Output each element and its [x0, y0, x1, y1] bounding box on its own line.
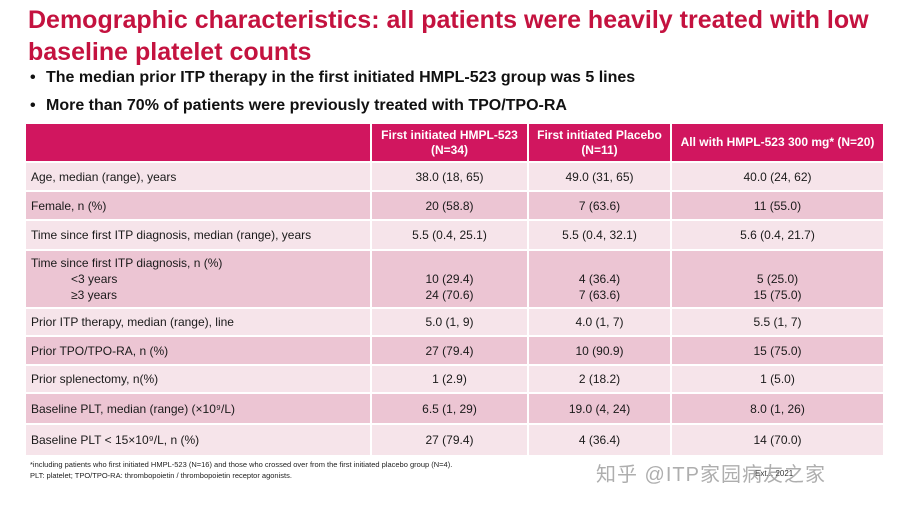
- cell-placebo: 49.0 (31, 65): [527, 161, 671, 191]
- row-label: Prior ITP therapy, median (range), line: [26, 307, 371, 336]
- row-label: Prior TPO/TPO-RA, n (%): [26, 335, 371, 365]
- footnote: PLT: platelet; TPO/TPO-RA: thrombopoieti…: [30, 471, 292, 480]
- sub-label-ge3: ≥3 years: [71, 288, 117, 302]
- cell-all: 11 (55.0): [670, 190, 883, 220]
- cell-ge3: 7 (63.6): [578, 288, 621, 302]
- cell-all: 5.6 (0.4, 21.7): [670, 219, 883, 250]
- bullet-dot-icon: •: [30, 69, 36, 86]
- zhihu-watermark: 知乎 @ITP家园病友之家: [596, 464, 826, 486]
- header-hmpl523: First initiated HMPL-523 (N=34): [370, 124, 528, 162]
- cell-hmpl523: 5.0 (1, 9): [370, 307, 528, 336]
- cell-hmpl523: 38.0 (18, 65): [370, 161, 528, 191]
- table-row: Baseline PLT < 15×10⁹/L, n (%) 27 (79.4)…: [26, 423, 883, 455]
- cell-lt3: 4 (36.4): [578, 272, 621, 286]
- table-row: Female, n (%) 20 (58.8) 7 (63.6) 11 (55.…: [26, 190, 883, 220]
- cell-hmpl523: 1 (2.9): [370, 364, 528, 393]
- table-row: Prior ITP therapy, median (range), line …: [26, 307, 883, 336]
- row-label: Prior splenectomy, n(%): [26, 364, 371, 393]
- table-row: Time since first ITP diagnosis, n (%) <3…: [26, 249, 883, 308]
- cell-placebo: 4 (36.4) 7 (63.6): [527, 249, 671, 308]
- cell-lt3: 5 (25.0): [756, 272, 799, 286]
- row-label: Age, median (range), years: [26, 161, 371, 191]
- table-row: Prior splenectomy, n(%) 1 (2.9) 2 (18.2)…: [26, 364, 883, 393]
- bullet-item: • The median prior ITP therapy in the fir…: [30, 68, 890, 96]
- row-label: Time since first ITP diagnosis, n (%): [31, 256, 223, 270]
- cell-all: 40.0 (24, 62): [670, 161, 883, 191]
- cell-placebo: 5.5 (0.4, 32.1): [527, 219, 671, 250]
- cell-all: 1 (5.0): [670, 364, 883, 393]
- table-row: Time since first ITP diagnosis, median (…: [26, 219, 883, 250]
- cell-placebo: 7 (63.6): [527, 190, 671, 220]
- bullet-dot-icon: •: [30, 97, 36, 114]
- cell-ge3: 24 (70.6): [425, 288, 474, 302]
- cell-placebo: 4.0 (1, 7): [527, 307, 671, 336]
- table-header-row: First initiated HMPL-523 (N=34) First in…: [26, 124, 883, 162]
- table-row: Age, median (range), years 38.0 (18, 65)…: [26, 161, 883, 191]
- cell-hmpl523: 27 (79.4): [370, 335, 528, 365]
- cell-placebo: 19.0 (4, 24): [527, 392, 671, 424]
- cell-hmpl523: 20 (58.8): [370, 190, 528, 220]
- table-row: Baseline PLT, median (range) (×10⁹/L) 6.…: [26, 392, 883, 424]
- demographics-table: First initiated HMPL-523 (N=34) First in…: [26, 124, 883, 455]
- footnote: *including patients who first initiated …: [30, 460, 453, 469]
- footnotes: *including patients who first initiated …: [30, 459, 630, 481]
- cell-ge3: 15 (75.0): [753, 288, 802, 302]
- header-placebo: First initiated Placebo (N=11): [527, 124, 671, 162]
- bullet-list: • The median prior ITP therapy in the fir…: [30, 68, 890, 124]
- cell-placebo: 10 (90.9): [527, 335, 671, 365]
- row-label: Baseline PLT, median (range) (×10⁹/L): [26, 392, 371, 424]
- cell-all: 8.0 (1, 26): [670, 392, 883, 424]
- cell-all: 15 (75.0): [670, 335, 883, 365]
- cell-hmpl523: 27 (79.4): [370, 423, 528, 455]
- cell-all: 5 (25.0) 15 (75.0): [670, 249, 883, 308]
- row-label-group: Time since first ITP diagnosis, n (%) <3…: [26, 249, 371, 308]
- cell-all: 14 (70.0): [670, 423, 883, 455]
- cell-hmpl523: 5.5 (0.4, 25.1): [370, 219, 528, 250]
- cell-all: 5.5 (1, 7): [670, 307, 883, 336]
- bullet-text: The median prior ITP therapy in the firs…: [46, 69, 636, 86]
- sub-label-lt3: <3 years: [71, 272, 118, 286]
- bullet-item: • More than 70% of patients were previous…: [30, 96, 890, 124]
- bullet-text: More than 70% of patients were previousl…: [46, 97, 567, 114]
- cell-hmpl523: 10 (29.4) 24 (70.6): [370, 249, 528, 308]
- header-blank: [26, 124, 371, 162]
- cell-placebo: 2 (18.2): [527, 364, 671, 393]
- reference-text: Ext... 2021: [755, 469, 794, 478]
- row-label: Baseline PLT < 15×10⁹/L, n (%): [26, 423, 371, 455]
- table-row: Prior TPO/TPO-RA, n (%) 27 (79.4) 10 (90…: [26, 335, 883, 365]
- row-label: Time since first ITP diagnosis, median (…: [26, 219, 371, 250]
- header-all-300mg: All with HMPL-523 300 mg* (N=20): [670, 124, 883, 162]
- row-label: Female, n (%): [26, 190, 371, 220]
- cell-lt3: 10 (29.4): [425, 272, 474, 286]
- cell-placebo: 4 (36.4): [527, 423, 671, 455]
- slide-title: Demographic characteristics: all patient…: [28, 6, 869, 66]
- cell-hmpl523: 6.5 (1, 29): [370, 392, 528, 424]
